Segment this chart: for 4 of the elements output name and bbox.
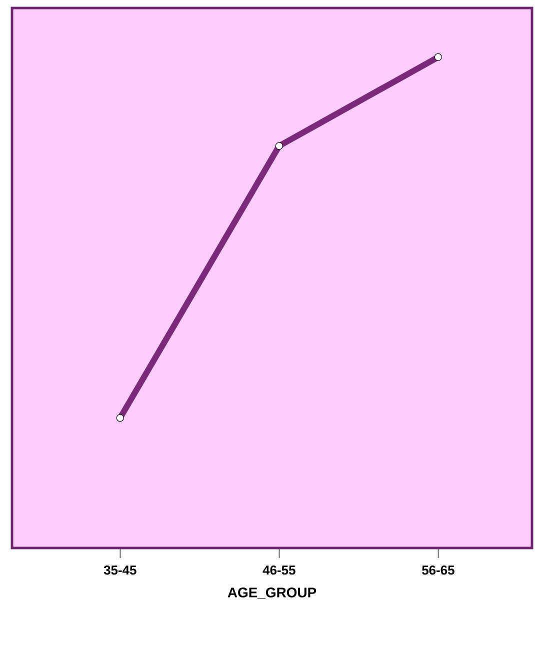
x-tick-label: 35-45 (104, 566, 136, 575)
x-axis-title: AGE_GROUP (228, 588, 316, 599)
x-tick-label: 56-65 (422, 566, 454, 575)
x-tick-label: 46-55 (262, 566, 296, 575)
